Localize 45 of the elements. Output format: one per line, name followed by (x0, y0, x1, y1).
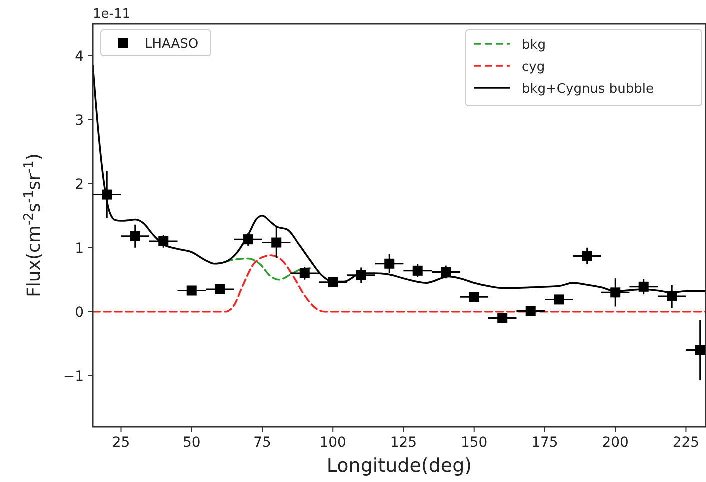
point (130, 231, 140, 242)
legend-label: bkg+Cygnus bubble (522, 82, 654, 97)
y-tick-label: 2 (75, 176, 84, 193)
point (695, 345, 706, 356)
x-tick-label: 50 (182, 435, 201, 451)
line-series (93, 254, 706, 313)
text: 1e-11 (93, 7, 131, 22)
point (638, 282, 649, 292)
point (215, 284, 226, 294)
x-tick-label: 100 (320, 435, 346, 451)
x-tick-label: 225 (672, 435, 700, 451)
x-tick-label: 125 (390, 435, 418, 451)
point (158, 236, 169, 246)
point (186, 286, 197, 296)
point (582, 251, 592, 262)
x-tick-label: 25 (112, 435, 130, 451)
point (412, 266, 423, 276)
x-axis-title: Longitude(deg) (326, 455, 472, 477)
y-tick-label: 4 (75, 48, 84, 65)
x-tick-label: 175 (532, 435, 558, 451)
point (243, 234, 254, 245)
legend-label: LHAASO (145, 37, 199, 52)
point (384, 258, 395, 269)
point (610, 288, 621, 298)
y-tick-label: 3 (75, 112, 84, 129)
x-tick-label: 75 (254, 435, 272, 451)
y-tick-label: −1 (63, 368, 84, 385)
point (469, 292, 480, 302)
y-tick-label: 1 (75, 240, 84, 257)
point (300, 268, 310, 278)
point (498, 313, 508, 324)
point (356, 270, 366, 280)
line-series (224, 258, 312, 281)
point (328, 277, 338, 288)
legend-label: bkg (522, 38, 546, 53)
y-tick-label: 0 (75, 304, 84, 321)
x-tick-label: 200 (602, 435, 629, 451)
legend-label: cyg (522, 60, 546, 75)
point (667, 292, 678, 302)
point (272, 238, 282, 248)
point (526, 306, 536, 316)
point (554, 294, 564, 305)
point (441, 267, 452, 278)
x-tick-label: 150 (460, 435, 488, 451)
point (102, 190, 112, 200)
